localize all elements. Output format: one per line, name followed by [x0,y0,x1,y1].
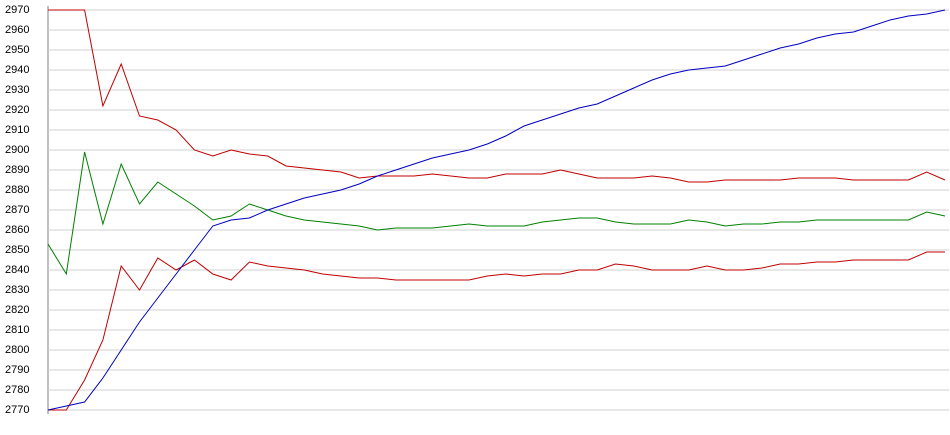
y-tick-label: 2870 [5,204,29,216]
line-series [48,251,945,411]
y-tick-label: 2820 [5,304,29,316]
y-tick-label: 2850 [5,244,29,256]
y-tick-label: 2770 [5,404,29,416]
line-series [47,9,946,411]
line-series [47,151,946,276]
y-tick-label: 2880 [5,184,29,196]
y-tick-label: 2840 [5,264,29,276]
y-tick-label: 2930 [5,84,29,96]
y-tick-label: 2920 [5,104,29,116]
y-tick-label: 2900 [5,144,29,156]
y-tick-label: 2950 [5,44,29,56]
y-tick-label: 2790 [5,364,29,376]
y-tick-label: 2810 [5,324,29,336]
y-tick-label: 2860 [5,224,29,236]
y-tick-label: 2940 [5,64,29,76]
y-tick-label: 2910 [5,124,29,136]
line-series [48,9,946,183]
y-tick-label: 2970 [5,4,29,16]
y-tick-label: 2800 [5,344,29,356]
y-tick-label: 2890 [5,164,29,176]
y-tick-label: 2830 [5,284,29,296]
y-tick-label: 2960 [5,24,29,36]
y-tick-label: 2780 [5,384,29,396]
